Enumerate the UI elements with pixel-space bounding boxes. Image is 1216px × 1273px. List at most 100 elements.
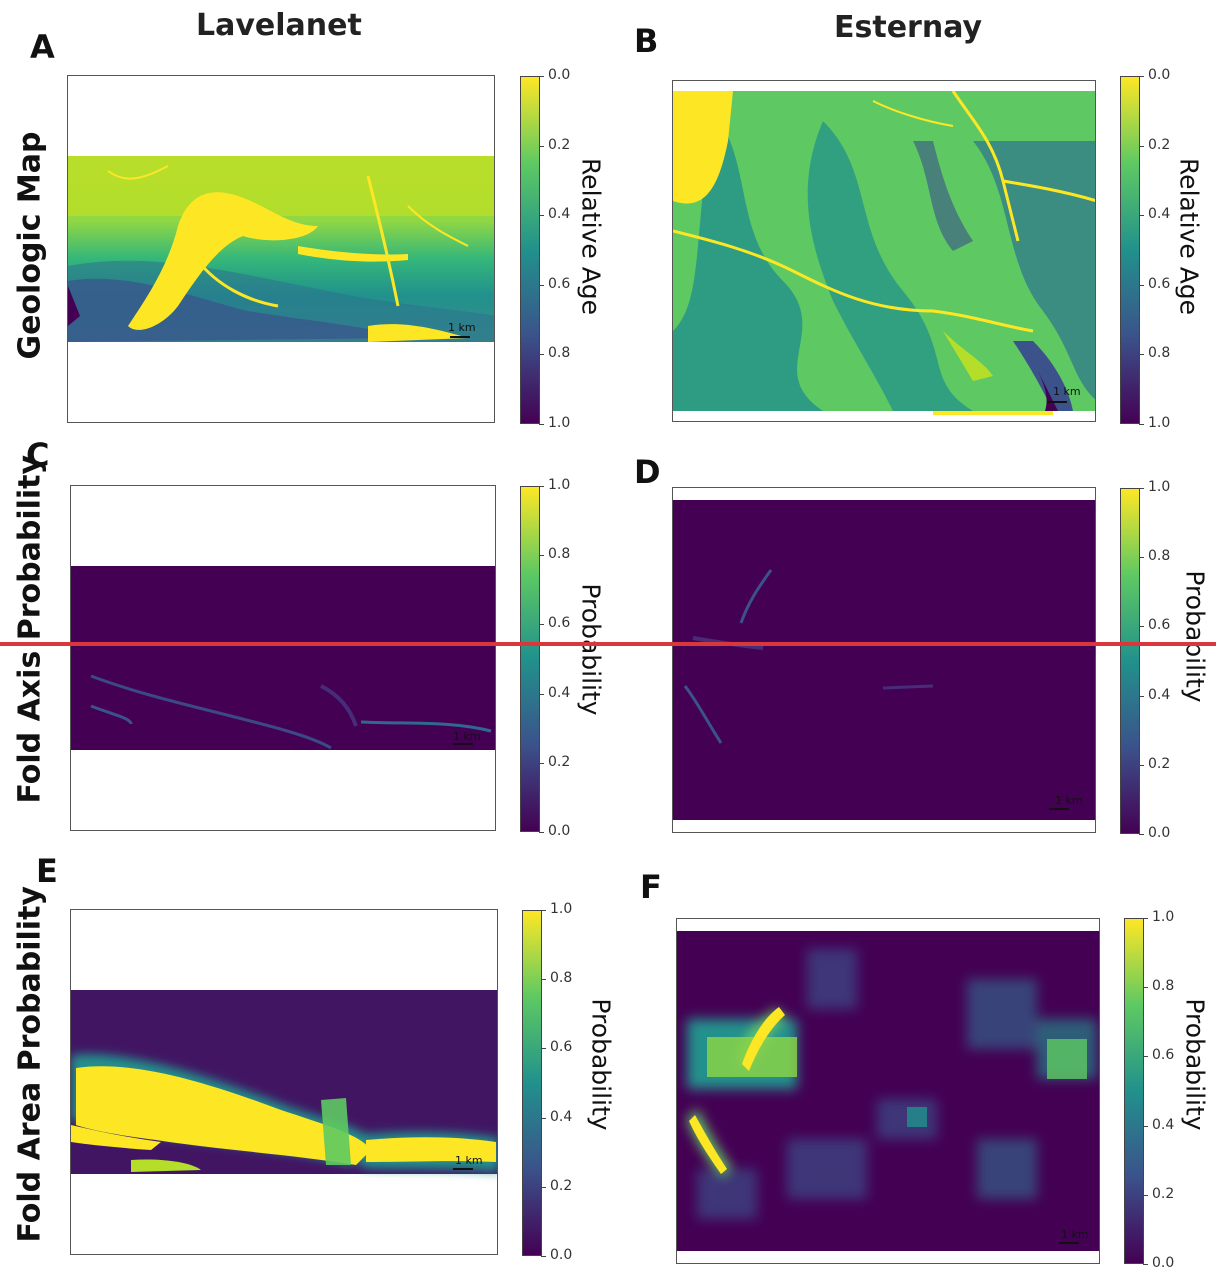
colorbar-tick-mark [1143,987,1148,989]
scale-label: 1 km [1055,794,1083,807]
column-title-esternay: Esternay [834,10,983,45]
colorbar-tick-mark [1143,1056,1148,1058]
colorbar-tick-label: 0.4 [550,1108,573,1125]
colorbar-tick-label: 0.6 [550,1039,573,1056]
colorbar-tick-mark [1139,215,1144,217]
colorbar-e-label: Probability [586,998,616,1131]
colorbar-tick-mark [539,284,544,286]
colorbar-tick-label: 1.0 [1148,415,1171,431]
colorbar-tick-mark [1139,764,1144,766]
colorbar-tick-mark [541,1048,546,1050]
scale-label: 1 km [1061,1228,1089,1241]
scale-bar [1047,401,1067,403]
colorbar-tick-mark [539,424,544,425]
colorbar-tick-mark [541,979,546,981]
colorbar-c-label: Probability [576,583,606,716]
colorbar-tick-label: 0.4 [548,684,571,701]
scale-bar [453,1168,473,1170]
colorbar-a [520,76,540,424]
colorbar-tick-label: 1.0 [550,901,573,917]
panel-letter-a: A [30,28,55,66]
colorbar-d-label: Probability [1180,570,1210,703]
panel-d-fold-axis-probability [673,500,1095,820]
column-title-lavelanet: Lavelanet [196,8,362,43]
panel-letter-f: F [640,868,662,906]
scale-label: 1 km [455,1154,483,1167]
panel-a-plot: 1 km [67,75,495,423]
colorbar-tick-mark [1139,626,1144,628]
colorbar-tick-label: 1.0 [548,477,571,493]
colorbar-tick-mark [1143,918,1148,919]
panel-f-plot: 1 km [676,918,1100,1264]
panel-c-plot: 1 km [70,485,496,831]
colorbar-f-label: Probability [1180,998,1210,1131]
panel-letter-d: D [634,453,661,491]
colorbar-tick-mark [539,832,544,833]
colorbar-tick-label: 0.6 [1148,617,1171,634]
colorbar-tick-label: 0.2 [548,753,571,770]
colorbar-tick-label: 0.8 [548,546,571,563]
colorbar-tick-label: 0.6 [548,615,571,632]
colorbar-tick-mark [1139,488,1144,489]
colorbar-tick-mark [1139,284,1144,286]
panel-b-plot: 1 km [672,80,1096,422]
colorbar-tick-mark [541,1186,546,1188]
colorbar-tick-mark [1143,1264,1148,1265]
colorbar-a-label: Relative Age [576,157,606,316]
colorbar-tick-mark [539,555,544,557]
colorbar-tick-mark [539,215,544,217]
colorbar-tick-label: 0.6 [1148,275,1171,292]
colorbar-tick-mark [541,910,546,911]
scale-label: 1 km [1053,385,1081,398]
colorbar-tick-mark [1139,76,1144,77]
colorbar-tick-mark [1139,424,1144,425]
colorbar-tick-label: 0.4 [1148,686,1171,703]
colorbar-tick-label: 0.0 [548,67,571,83]
colorbar-tick-mark [539,354,544,356]
colorbar-tick-label: 0.8 [548,345,571,362]
scale-bar [1049,808,1069,810]
colorbar-tick-label: 0.8 [550,970,573,987]
panel-e-plot: 1 km [70,909,498,1255]
row-title-fold-area: Fold Area Probability [12,886,48,1243]
colorbar-b [1120,76,1140,424]
panel-e-fold-area-probability [71,990,497,1174]
colorbar-tick-mark [541,1256,546,1257]
panel-c-fold-axis-probability [71,566,495,750]
colorbar-tick-label: 0.0 [1148,825,1171,841]
colorbar-tick-mark [1139,557,1144,559]
scale-bar [453,743,473,745]
colorbar-tick-label: 0.0 [548,823,571,839]
colorbar-tick-label: 0.0 [550,1247,573,1263]
colorbar-tick-mark [541,1117,546,1119]
colorbar-tick-label: 1.0 [548,415,571,431]
colorbar-d [1120,488,1140,834]
colorbar-tick-label: 1.0 [1148,479,1171,495]
colorbar-tick-mark [539,145,544,147]
panel-letter-b: B [634,22,659,60]
scale-label: 1 km [448,321,476,334]
scale-label: 1 km [453,730,481,743]
panel-a-geologic-map [68,156,494,342]
colorbar-tick-label: 0.2 [548,136,571,153]
colorbar-tick-label: 0.2 [550,1177,573,1194]
panel-letter-e: E [36,852,58,890]
panel-letter-c: C [26,436,50,474]
scale-bar [450,336,470,338]
colorbar-tick-mark [1139,354,1144,356]
colorbar-tick-label: 0.4 [1148,206,1171,223]
colorbar-tick-label: 0.6 [1152,1047,1175,1064]
colorbar-tick-label: 0.4 [1152,1116,1175,1133]
panel-f-fold-area-probability [677,919,1099,1263]
colorbar-e [522,910,542,1256]
colorbar-f [1124,918,1144,1264]
colorbar-tick-label: 0.0 [1152,1255,1175,1271]
colorbar-tick-mark [1143,1125,1148,1127]
row-title-fold-axis: Fold Axis Probability [12,454,48,804]
colorbar-c [520,486,540,832]
colorbar-tick-mark [539,76,544,77]
panel-d-plot: 1 km [672,487,1096,833]
colorbar-tick-label: 0.2 [1148,136,1171,153]
colorbar-tick-mark [539,762,544,764]
colorbar-tick-mark [539,693,544,695]
